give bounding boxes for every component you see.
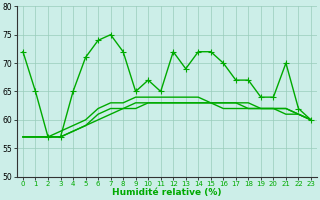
X-axis label: Humidité relative (%): Humidité relative (%): [112, 188, 222, 197]
